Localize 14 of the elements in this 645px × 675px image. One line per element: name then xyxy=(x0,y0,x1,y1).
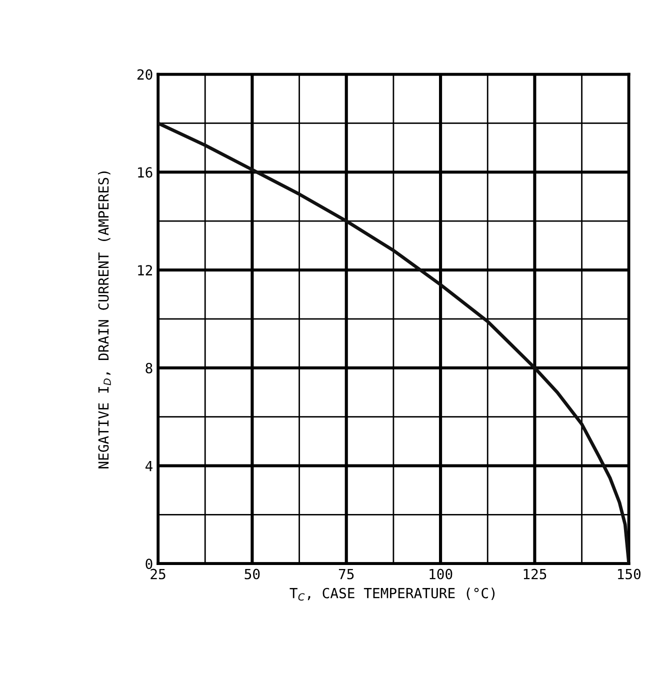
x-tick-label: 150 xyxy=(618,568,641,580)
x-tick-label: 100 xyxy=(430,568,452,580)
x-tick-label: 25 xyxy=(150,568,166,580)
x-tick-label: 50 xyxy=(244,568,260,580)
x-tick-label: 75 xyxy=(338,568,354,580)
x-tick-label: 125 xyxy=(524,568,546,580)
y-tick-label: 20 xyxy=(137,69,152,80)
y-tick-label: 12 xyxy=(138,265,152,276)
y-axis-title: NEGATIVE I$_{D}$, DRAIN CURRENT (AMPERES) xyxy=(98,172,111,468)
y-tick-label: 4 xyxy=(145,460,152,472)
y-tick-label: 16 xyxy=(138,167,152,178)
y-tick-label: 0 xyxy=(146,558,152,570)
y-tick-label: 8 xyxy=(146,362,152,374)
x-axis-title: T$_{C}$, CASE TEMPERATURE (°C) xyxy=(290,588,495,601)
